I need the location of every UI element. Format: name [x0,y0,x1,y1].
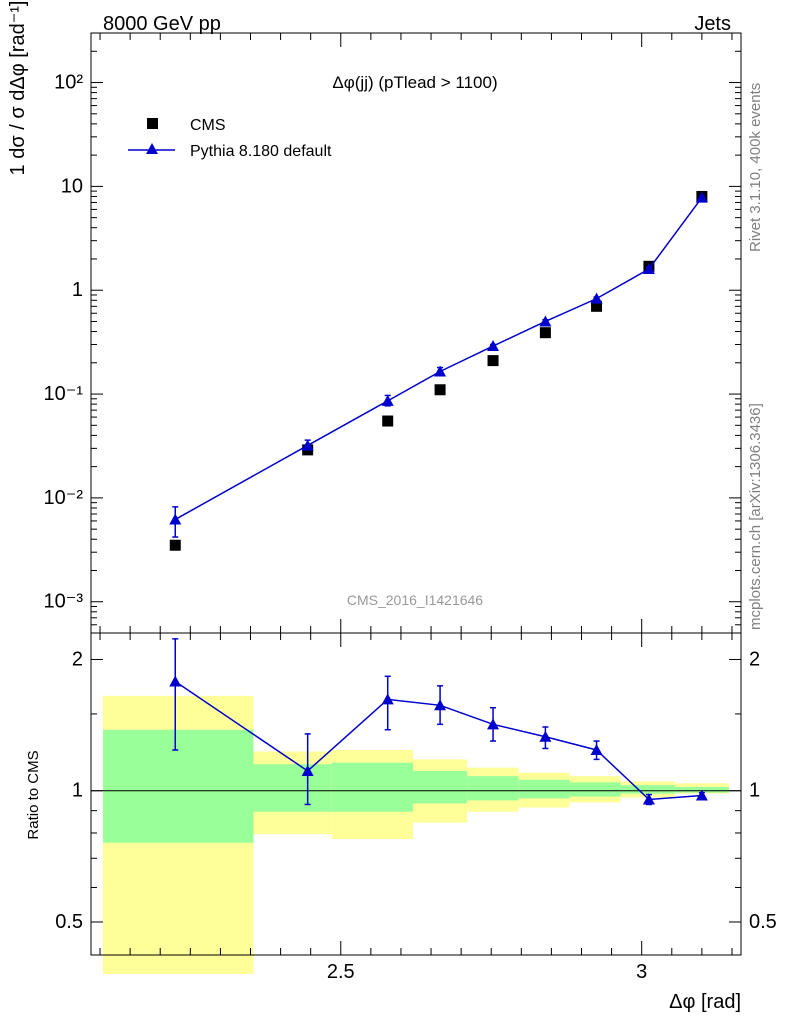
pythia-line [174,197,703,521]
cms-point [591,300,603,312]
pythia-point [642,263,655,275]
chart-title: Δφ(jj) (pTlead > 1100) [332,73,497,92]
cms-point [382,415,394,427]
y-tick-label-right: 0.5 [749,911,777,933]
main-panel-frame [90,32,742,634]
ratio-point [434,699,447,711]
legend-cms-label: CMS [190,117,226,134]
y-axis-label: 1 dσ / σ dΔφ [rad⁻¹] [7,1,29,176]
ratio-inner-band [620,785,675,794]
ratio-inner-band [412,770,468,804]
cms-point [169,539,181,551]
pythia-point [487,340,500,352]
y-tick-label: 10⁻³ [44,591,84,613]
mcplots-label: mcplots.cern.ch [arXiv:1306.3436] [747,403,764,630]
y-tick-label: 10 [61,175,83,197]
y-tick-label: 10² [54,72,83,94]
x-axis-label: Δφ [rad] [669,991,741,1013]
y-tick-label: 1 [72,279,83,301]
axis-ticks: 10⁻³ 10⁻² 10⁻¹ 1 10 10² 0.5 0.5 1 1 2 2 2.5 3 [44,33,777,983]
y-tick-label: 0.5 [55,911,83,933]
ratio-point [539,730,552,742]
rivet-label: Rivet 3.1.10, 400k events [747,83,764,252]
ratio-point [381,693,394,705]
ratio-point [642,793,655,805]
ratio-point [169,675,182,687]
ratio-inner-band [253,764,332,812]
pythia-point [169,513,182,525]
y-tick-label: 10⁻² [44,487,84,509]
ratio-panel-frame [90,632,742,956]
ratio-point [487,718,500,730]
legend-cms-marker [147,118,158,129]
main-panel-series [169,190,708,551]
watermark: CMS_2016_I1421646 [347,592,483,608]
ratio-inner-band [518,779,570,799]
ratio-inner-band [331,762,413,812]
ratio-point [301,764,314,776]
header-left: 8000 GeV pp [103,13,221,35]
y-tick-label-right: 2 [749,648,760,670]
legend: CMS Pythia 8.180 default [128,117,332,160]
pythia-point [434,365,447,377]
header-right: Jets [694,13,731,35]
ratio-inner-band [467,776,519,801]
pythia-point [695,191,708,203]
ratio-inner-band [569,782,621,797]
y-tick-label: 10⁻¹ [44,383,84,405]
legend-pythia-marker [146,143,158,154]
cms-point [434,384,446,396]
legend-pythia-label: Pythia 8.180 default [190,143,332,160]
pythia-point [381,394,394,406]
y-tick-label: 1 [72,780,83,802]
ratio-bands [103,695,729,974]
ratio-panel-series [169,638,708,806]
x-tick-label: 2.5 [327,961,355,983]
pythia-point [301,439,314,451]
pythia-point [539,315,552,327]
ratio-inner-band [103,729,254,843]
ratio-point [590,743,603,755]
ratio-y-axis-label: Ratio to CMS [25,750,42,839]
y-tick-label-right: 1 [749,780,760,802]
cms-point [487,355,499,367]
y-tick-label: 2 [72,648,83,670]
panel-frames [90,32,742,956]
pythia-point [590,292,603,304]
cms-point [539,327,551,339]
x-tick-label: 3 [636,961,647,983]
ratio-point [695,789,708,801]
